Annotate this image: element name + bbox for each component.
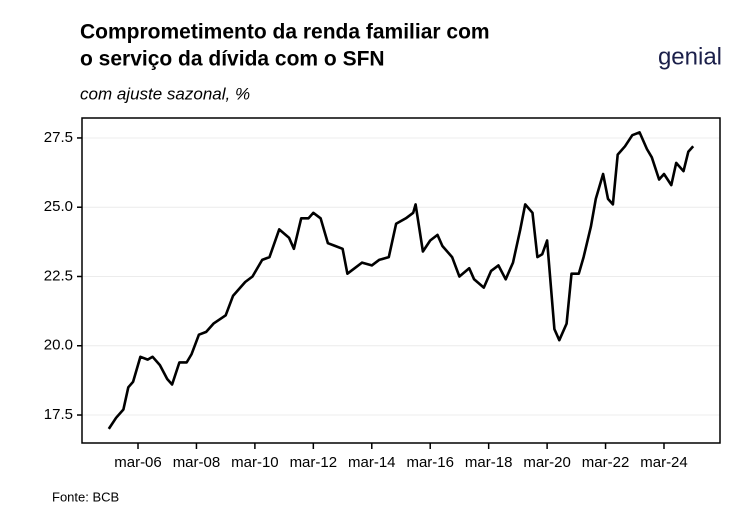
x-tick-label: mar-06 xyxy=(114,454,162,471)
x-tick-label: mar-22 xyxy=(582,454,630,471)
x-tick-label: mar-20 xyxy=(523,454,571,471)
y-tick-label: 20.0 xyxy=(44,337,73,354)
x-tick-label: mar-24 xyxy=(640,454,688,471)
line-series xyxy=(107,131,695,430)
chart-subtitle: com ajuste sazonal, % xyxy=(80,84,250,103)
x-tick-label: mar-10 xyxy=(231,454,279,471)
y-tick-label: 25.0 xyxy=(44,198,73,215)
y-tick-label: 22.5 xyxy=(44,267,73,284)
chart-title: Comprometimento da renda familiar com xyxy=(80,21,490,44)
y-tick-label: 17.5 xyxy=(44,406,73,423)
x-tick-label: mar-18 xyxy=(465,454,513,471)
x-tick-label: mar-16 xyxy=(406,454,454,471)
logo: genial xyxy=(658,43,722,70)
x-tick-label: mar-14 xyxy=(348,454,396,471)
y-tick-label: 27.5 xyxy=(44,129,73,146)
x-tick-label: mar-08 xyxy=(173,454,221,471)
plot-frame xyxy=(81,117,721,444)
source: Fonte: BCB xyxy=(52,489,119,504)
chart-title: o serviço da dívida com o SFN xyxy=(80,48,385,71)
x-tick-label: mar-12 xyxy=(290,454,338,471)
